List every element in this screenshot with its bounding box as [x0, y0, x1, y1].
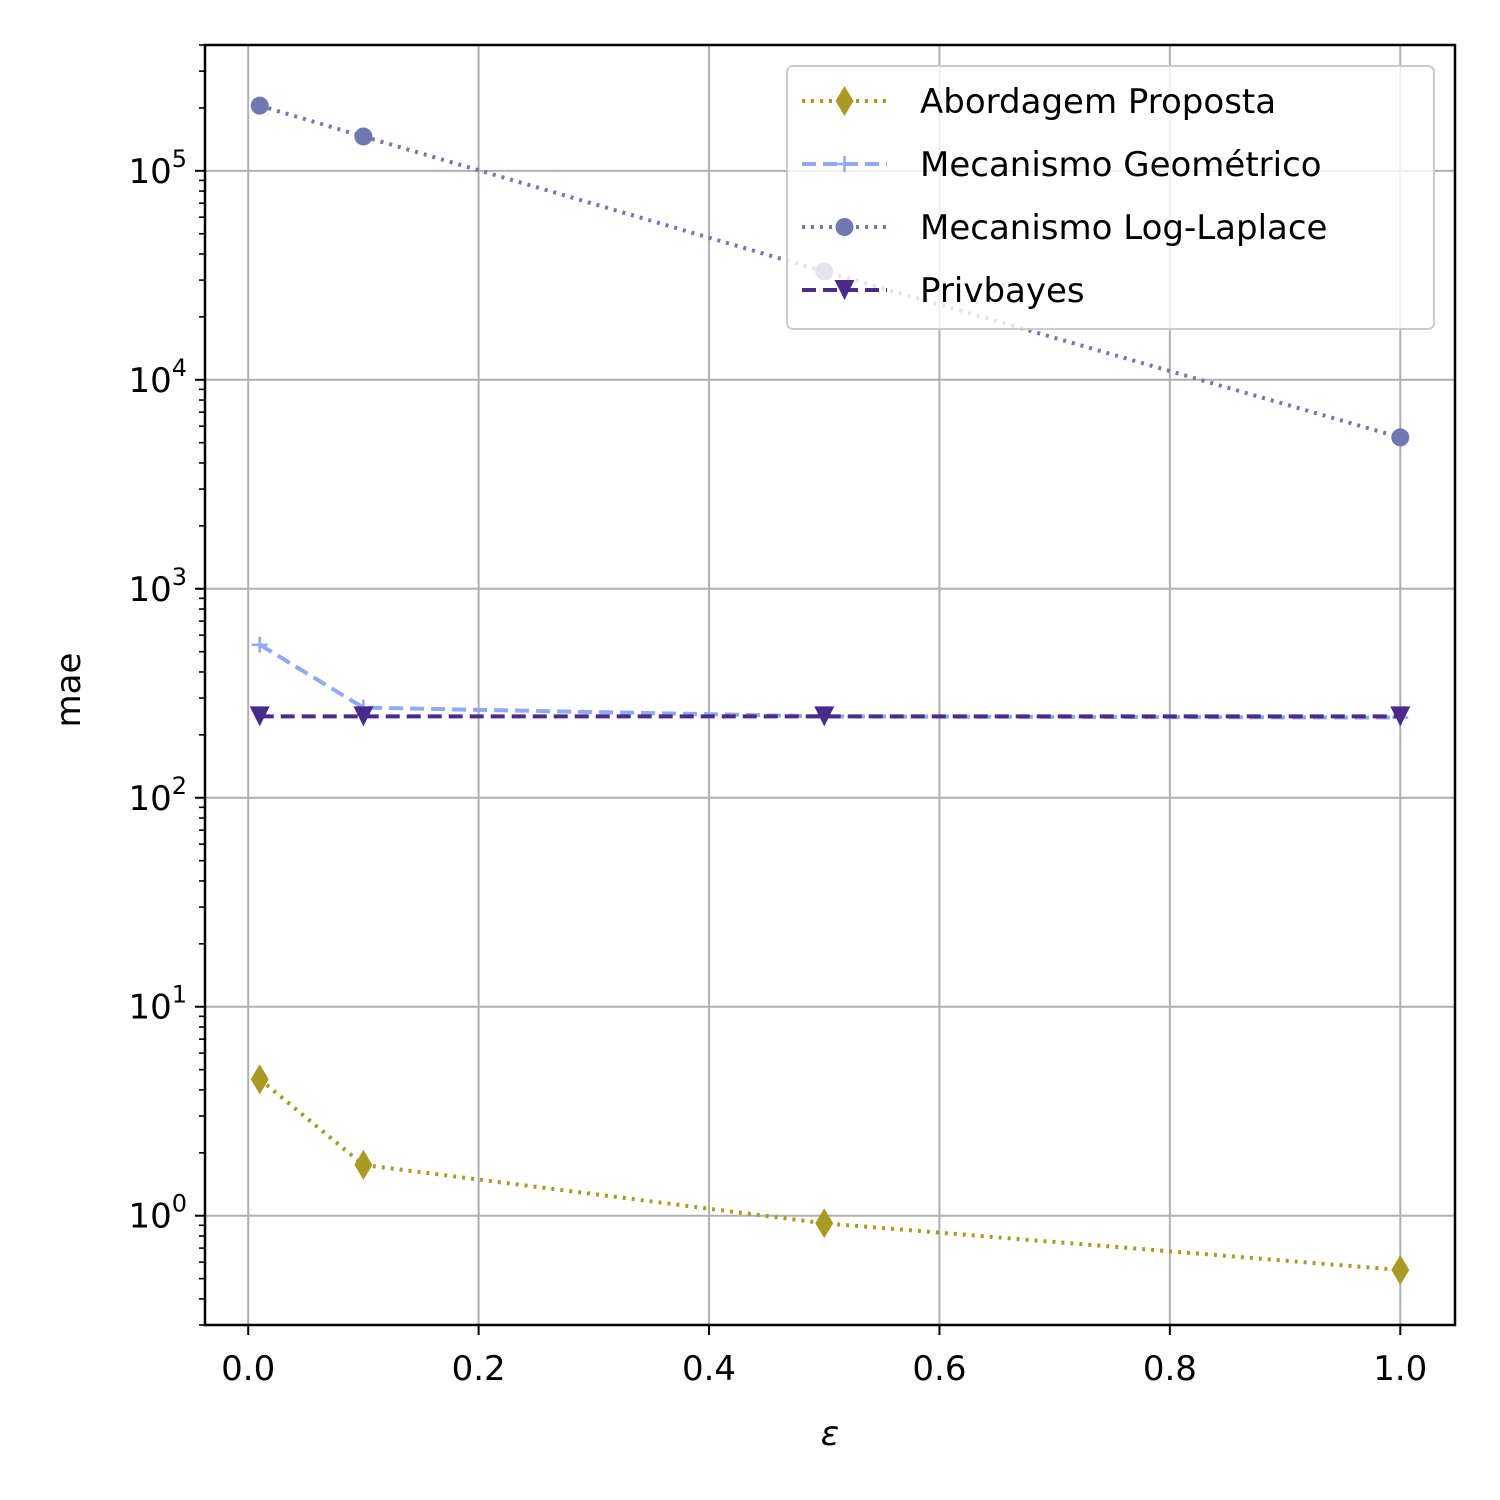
legend-item: Mecanismo Geométrico — [802, 145, 1322, 185]
y-tick-exponent: 4 — [172, 354, 187, 382]
grid — [205, 45, 1455, 1325]
y-tick-base: 10 — [128, 988, 171, 1028]
y-tick-base: 10 — [128, 361, 171, 401]
data-point — [1391, 1254, 1410, 1285]
y-tick-label: 103 — [128, 563, 187, 610]
y-tick-exponent: 1 — [172, 981, 187, 1009]
data-point — [250, 1064, 269, 1095]
data-point — [251, 636, 268, 653]
y-tick-exponent: 2 — [172, 772, 187, 800]
legend-label: Mecanismo Geométrico — [920, 145, 1322, 185]
y-tick-label: 105 — [128, 145, 187, 192]
data-point — [250, 96, 269, 115]
x-tick-label: 0.0 — [221, 1349, 275, 1389]
y-tick-label: 101 — [128, 981, 187, 1028]
data-point — [1390, 706, 1411, 727]
x-tick-label: 0.4 — [682, 1349, 736, 1389]
y-tick-label: 104 — [128, 354, 187, 401]
x-tick-label: 0.2 — [452, 1349, 506, 1389]
plot-area — [249, 96, 1411, 1285]
data-point — [353, 706, 374, 727]
y-axis-label: mae — [49, 653, 89, 728]
legend-label: Abordagem Proposta — [920, 82, 1276, 122]
y-tick-exponent: 0 — [172, 1190, 187, 1218]
legend-item: Abordagem Proposta — [802, 82, 1276, 122]
x-tick-label: 1.0 — [1373, 1349, 1427, 1389]
data-point — [249, 706, 270, 727]
legend-item: Privbayes — [802, 271, 1085, 311]
y-tick-exponent: 5 — [172, 145, 187, 173]
data-point — [814, 706, 835, 727]
data-point — [1391, 428, 1410, 447]
series-line — [259, 103, 1401, 440]
legend-marker — [836, 156, 853, 172]
plot-frame — [203, 43, 1457, 1327]
data-point — [354, 1149, 373, 1180]
data-point — [354, 127, 373, 146]
legend-box — [786, 65, 1435, 330]
y-tick-base: 10 — [128, 570, 171, 610]
legend-item: Mecanismo Log-Laplace — [802, 208, 1327, 248]
y-tick-exponent: 3 — [172, 563, 187, 591]
data-point — [815, 1208, 834, 1239]
y-tick-base: 10 — [128, 152, 171, 192]
x-axis-label: ε — [821, 1414, 839, 1454]
legend: Abordagem Proposta Mecanismo Geométrico Me… — [786, 65, 1435, 330]
legend-marker — [834, 280, 855, 300]
y-tick-label: 100 — [128, 1190, 187, 1237]
x-tick-label: 0.6 — [912, 1349, 966, 1389]
legend-label: Privbayes — [920, 271, 1085, 311]
y-tick-base: 10 — [128, 779, 171, 819]
series-0 — [250, 1064, 1410, 1285]
x-tick-label: 0.8 — [1143, 1349, 1197, 1389]
legend-marker — [835, 86, 854, 116]
legend-marker — [835, 218, 854, 236]
series-3 — [249, 706, 1411, 727]
legend-label: Mecanismo Log-Laplace — [920, 208, 1327, 248]
y-tick-label: 102 — [128, 772, 187, 819]
y-tick-base: 10 — [128, 1197, 171, 1237]
